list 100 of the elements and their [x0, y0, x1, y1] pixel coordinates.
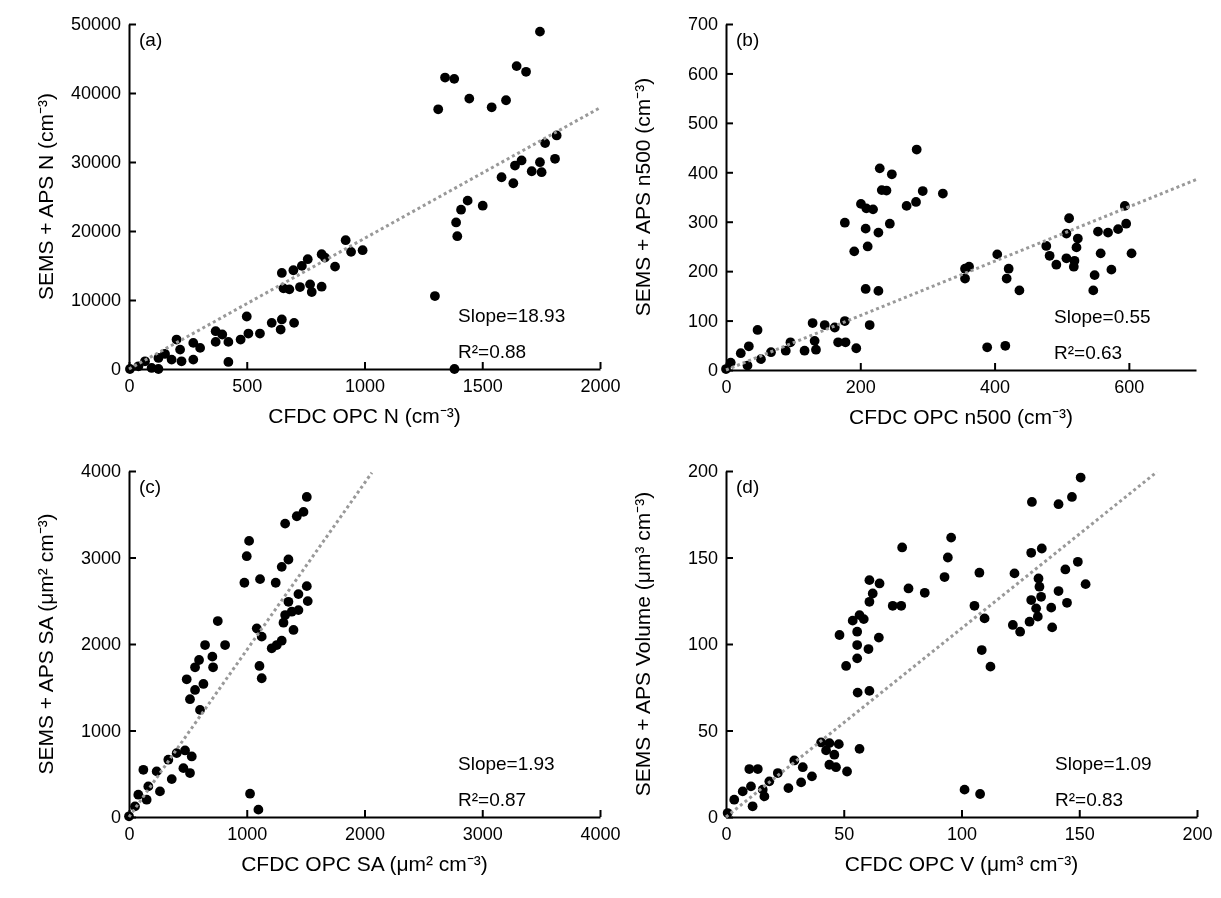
- y-tick-label: 700: [687, 14, 718, 35]
- point: [180, 745, 190, 756]
- annotation: R²=0.87: [458, 789, 527, 810]
- y-tick-label: 1000: [80, 720, 121, 741]
- point: [190, 685, 200, 695]
- x-tick-label: 0: [721, 823, 732, 844]
- point: [244, 536, 254, 546]
- annotation: R²=0.88: [458, 341, 527, 362]
- point: [266, 643, 277, 654]
- x-tick-label: 600: [1114, 376, 1145, 397]
- point: [208, 662, 218, 673]
- x-tick-label: 200: [1182, 823, 1213, 844]
- point: [298, 507, 309, 517]
- y-tick-label: 3000: [80, 547, 121, 568]
- annotation: (b): [736, 29, 760, 50]
- x-axis-title: CFDC OPC n500 (cm⁻³): [848, 405, 1074, 428]
- point: [255, 574, 265, 584]
- point: [293, 589, 304, 599]
- annotation: (a): [139, 29, 163, 50]
- y-tick-label: 100: [687, 634, 718, 655]
- x-tick-label: 50: [834, 823, 855, 844]
- point: [291, 511, 302, 522]
- x-tick-label: 2000: [344, 823, 386, 844]
- y-tick-label: 20000: [70, 221, 121, 242]
- annotation: R²=0.83: [1055, 789, 1124, 810]
- point: [178, 763, 189, 773]
- point: [207, 651, 218, 662]
- point: [245, 788, 255, 799]
- point: [133, 789, 144, 800]
- point: [212, 616, 223, 626]
- y-axis-title: SEMS + APS N (cm⁻³): [34, 92, 57, 301]
- x-tick-label: 0: [124, 375, 135, 396]
- y-tick-label: 150: [687, 547, 718, 568]
- point: [302, 596, 313, 606]
- y-tick-label: 300: [687, 211, 718, 232]
- annotation: (c): [139, 476, 162, 497]
- y-tick-label: 0: [110, 807, 121, 828]
- x-tick-label: 2000: [580, 375, 621, 396]
- point: [301, 492, 312, 502]
- point: [200, 640, 210, 650]
- annotation: Slope=1.93: [458, 753, 555, 774]
- point: [270, 577, 281, 588]
- point: [283, 596, 294, 607]
- y-axis-title: SEMS + APS n500 (cm⁻³): [631, 77, 654, 317]
- x-tick-label: 4000: [580, 823, 621, 844]
- point: [195, 705, 205, 715]
- x-tick-label: 150: [1064, 823, 1095, 844]
- point: [253, 804, 264, 815]
- x-axis-title: CFDC OPC N (cm⁻³): [268, 404, 461, 427]
- point: [301, 581, 312, 592]
- annotation: Slope=18.93: [458, 305, 566, 326]
- point: [278, 617, 289, 628]
- point: [166, 774, 177, 784]
- x-tick-label: 1500: [462, 375, 503, 396]
- x-tick-label: 3000: [462, 823, 503, 844]
- point: [186, 751, 197, 762]
- y-tick-label: 0: [707, 360, 718, 381]
- point: [256, 673, 267, 684]
- x-tick-label: 500: [232, 375, 263, 396]
- point: [288, 625, 299, 635]
- annotation: (d): [736, 476, 760, 497]
- point: [293, 605, 304, 615]
- x-axis-title: CFDC OPC V (μm³ cm⁻³): [844, 852, 1079, 875]
- y-tick-label: 40000: [70, 83, 121, 104]
- point: [155, 786, 165, 797]
- y-tick-label: 100: [687, 310, 718, 331]
- x-tick-label: 400: [980, 376, 1011, 397]
- point: [194, 655, 204, 665]
- y-tick-label: 500: [687, 113, 718, 134]
- point: [185, 768, 195, 778]
- y-tick-label: 200: [687, 261, 718, 282]
- point: [276, 561, 287, 572]
- annotation: R²=0.63: [1054, 342, 1123, 363]
- y-tick-label: 400: [687, 162, 718, 183]
- y-tick-label: 0: [707, 807, 718, 828]
- x-tick-label: 0: [721, 376, 732, 397]
- y-tick-label: 0: [110, 359, 121, 380]
- x-tick-label: 200: [845, 376, 876, 397]
- point: [239, 577, 250, 588]
- point: [198, 679, 209, 689]
- point: [190, 662, 200, 673]
- x-tick-label: 100: [946, 823, 978, 844]
- y-axis-title: SEMS + APS SA (μm² cm⁻³): [34, 513, 57, 775]
- y-tick-label: 50000: [70, 14, 121, 35]
- point: [138, 764, 149, 775]
- point: [280, 518, 291, 529]
- point: [181, 674, 192, 685]
- x-tick-label: 1000: [227, 823, 268, 844]
- point: [220, 640, 230, 650]
- y-tick-label: 2000: [80, 634, 121, 655]
- point: [141, 794, 152, 805]
- y-tick-label: 600: [687, 63, 718, 84]
- x-tick-label: 1000: [344, 375, 386, 396]
- x-axis-title: CFDC OPC SA (μm² cm⁻³): [241, 852, 488, 875]
- y-tick-label: 4000: [80, 461, 121, 482]
- annotation: Slope=1.09: [1055, 753, 1152, 774]
- point: [185, 694, 195, 705]
- y-tick-label: 50: [697, 720, 718, 741]
- point: [254, 661, 265, 671]
- y-tick-label: 10000: [70, 290, 121, 311]
